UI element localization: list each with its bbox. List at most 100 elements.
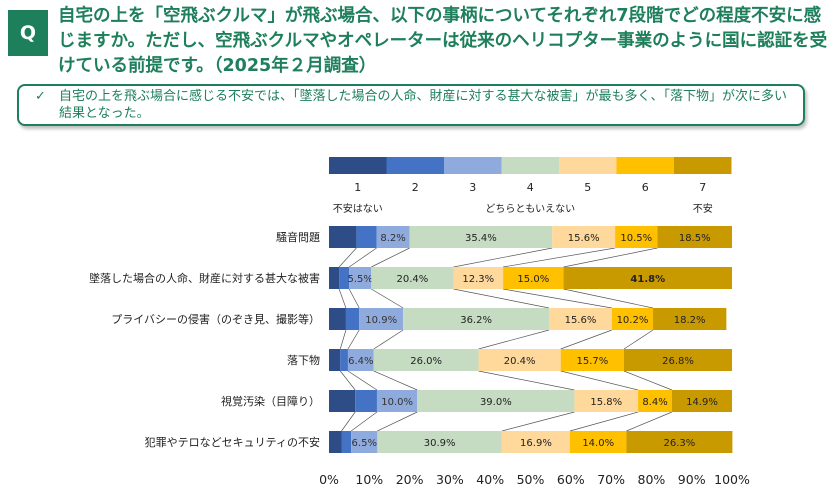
scale-anchor-middle: どちらともいえない (485, 203, 575, 215)
data-label: 26.0% (410, 356, 442, 367)
connector-line (453, 247, 553, 268)
x-tick-label: 10% (355, 472, 383, 487)
legend-label-4: 4 (527, 181, 534, 194)
x-tick-label: 30% (436, 472, 464, 487)
connector-line (503, 288, 612, 309)
connector-line (339, 329, 347, 350)
data-label: 18.2% (674, 315, 706, 326)
bar-segment (356, 226, 377, 248)
question-text: 自宅の上を「空飛ぶクルマ」が飛ぶ場合、以下の事柄についてそれぞれ7段階でどの程度… (58, 6, 828, 76)
legend-swatch-4 (501, 157, 559, 174)
connector-line (348, 247, 377, 268)
connector-line (371, 247, 410, 268)
check-icon: ✓ (35, 89, 46, 104)
legend-label-1: 1 (354, 181, 361, 194)
category-label: 落下物 (287, 353, 320, 367)
connector-line (623, 329, 654, 350)
bar-segment (569, 431, 627, 453)
connector-line (347, 370, 378, 391)
data-label: 6.5% (352, 438, 377, 449)
x-tick-label: 0% (319, 472, 339, 487)
legend-swatch-7 (674, 157, 732, 174)
bar-segment (657, 226, 732, 248)
bar-segment (329, 349, 341, 371)
connector-line (478, 370, 575, 391)
category-label: 騒音問題 (276, 230, 320, 244)
category-label: 墜落した場合の人命、財産に対する甚大な被害 (89, 271, 320, 285)
bar-segment (359, 308, 404, 330)
bar-segment (329, 390, 356, 412)
bar-segment (623, 349, 732, 371)
bar-segment (329, 431, 342, 453)
connector-line (563, 247, 658, 268)
data-label: 26.8% (662, 356, 694, 367)
bar-segment (329, 226, 357, 248)
bar-segment (478, 349, 561, 371)
legend-swatch-6 (616, 157, 674, 174)
bar-segment (409, 226, 553, 248)
connector-line (348, 288, 360, 309)
data-label: 18.5% (679, 233, 711, 244)
connector-line (503, 247, 616, 268)
data-label: 15.7% (576, 356, 608, 367)
bar-segment (329, 308, 346, 330)
bar-segment (351, 431, 378, 453)
category-label: 視覚汚染（目障り） (221, 394, 320, 408)
data-label: 10.9% (365, 315, 397, 326)
bar-segment (560, 349, 624, 371)
bar-segment (563, 267, 732, 289)
bar-segment (503, 267, 564, 289)
bar-segment (377, 431, 502, 453)
x-tick-label: 40% (476, 472, 504, 487)
bar-segment (373, 349, 479, 371)
connector-line (563, 288, 654, 309)
connector-line (338, 247, 357, 268)
bar-segment (403, 308, 550, 330)
data-label: 5.5% (348, 274, 373, 285)
data-label: 8.2% (380, 233, 405, 244)
bar-segment (329, 267, 340, 289)
data-label: 15.6% (565, 315, 597, 326)
legend-swatch-2 (386, 157, 444, 174)
data-label: 10.5% (620, 233, 652, 244)
bar-segment (376, 226, 410, 248)
data-label: 14.9% (686, 397, 718, 408)
bar-segment (345, 308, 360, 330)
question-badge: Q (8, 10, 48, 56)
connector-line (560, 329, 613, 350)
bar-segment (653, 308, 727, 330)
data-label: 26.3% (664, 438, 696, 449)
legend-label-6: 6 (642, 181, 649, 194)
bar-segment (574, 390, 639, 412)
x-tick-label: 20% (396, 472, 424, 487)
connector-line (560, 370, 639, 391)
connector-line (340, 370, 356, 391)
legend-swatch-3 (444, 157, 502, 174)
bar-segment (339, 267, 350, 289)
answer-text: 自宅の上を飛ぶ場合に感じる不安では、「墜落した場合の人命、財産に対する甚大な被害… (59, 89, 788, 121)
data-label: 14.0% (582, 438, 614, 449)
data-label: 20.4% (397, 274, 429, 285)
data-label: 36.2% (460, 315, 492, 326)
connector-line (501, 411, 575, 432)
bar-segment (615, 226, 658, 248)
connector-line (347, 329, 360, 350)
data-label: 41.8% (630, 274, 665, 285)
legend-swatch-5 (559, 157, 617, 174)
bar-segment (626, 431, 733, 453)
connector-line (478, 329, 550, 350)
bar-segment (340, 349, 348, 371)
connector-line (341, 411, 356, 432)
data-label: 15.0% (517, 274, 549, 285)
data-label: 8.4% (642, 397, 667, 408)
bar-segment (552, 226, 616, 248)
bar-segment (501, 431, 570, 453)
x-tick-label: 50% (517, 472, 545, 487)
data-label: 39.0% (480, 397, 512, 408)
data-label: 15.8% (590, 397, 622, 408)
x-tick-label: 70% (597, 472, 625, 487)
legend-label-3: 3 (469, 181, 476, 194)
bar-segment (347, 349, 374, 371)
x-tick-label: 90% (678, 472, 706, 487)
category-label: 犯罪やテロなどセキュリティの不安 (145, 435, 320, 449)
